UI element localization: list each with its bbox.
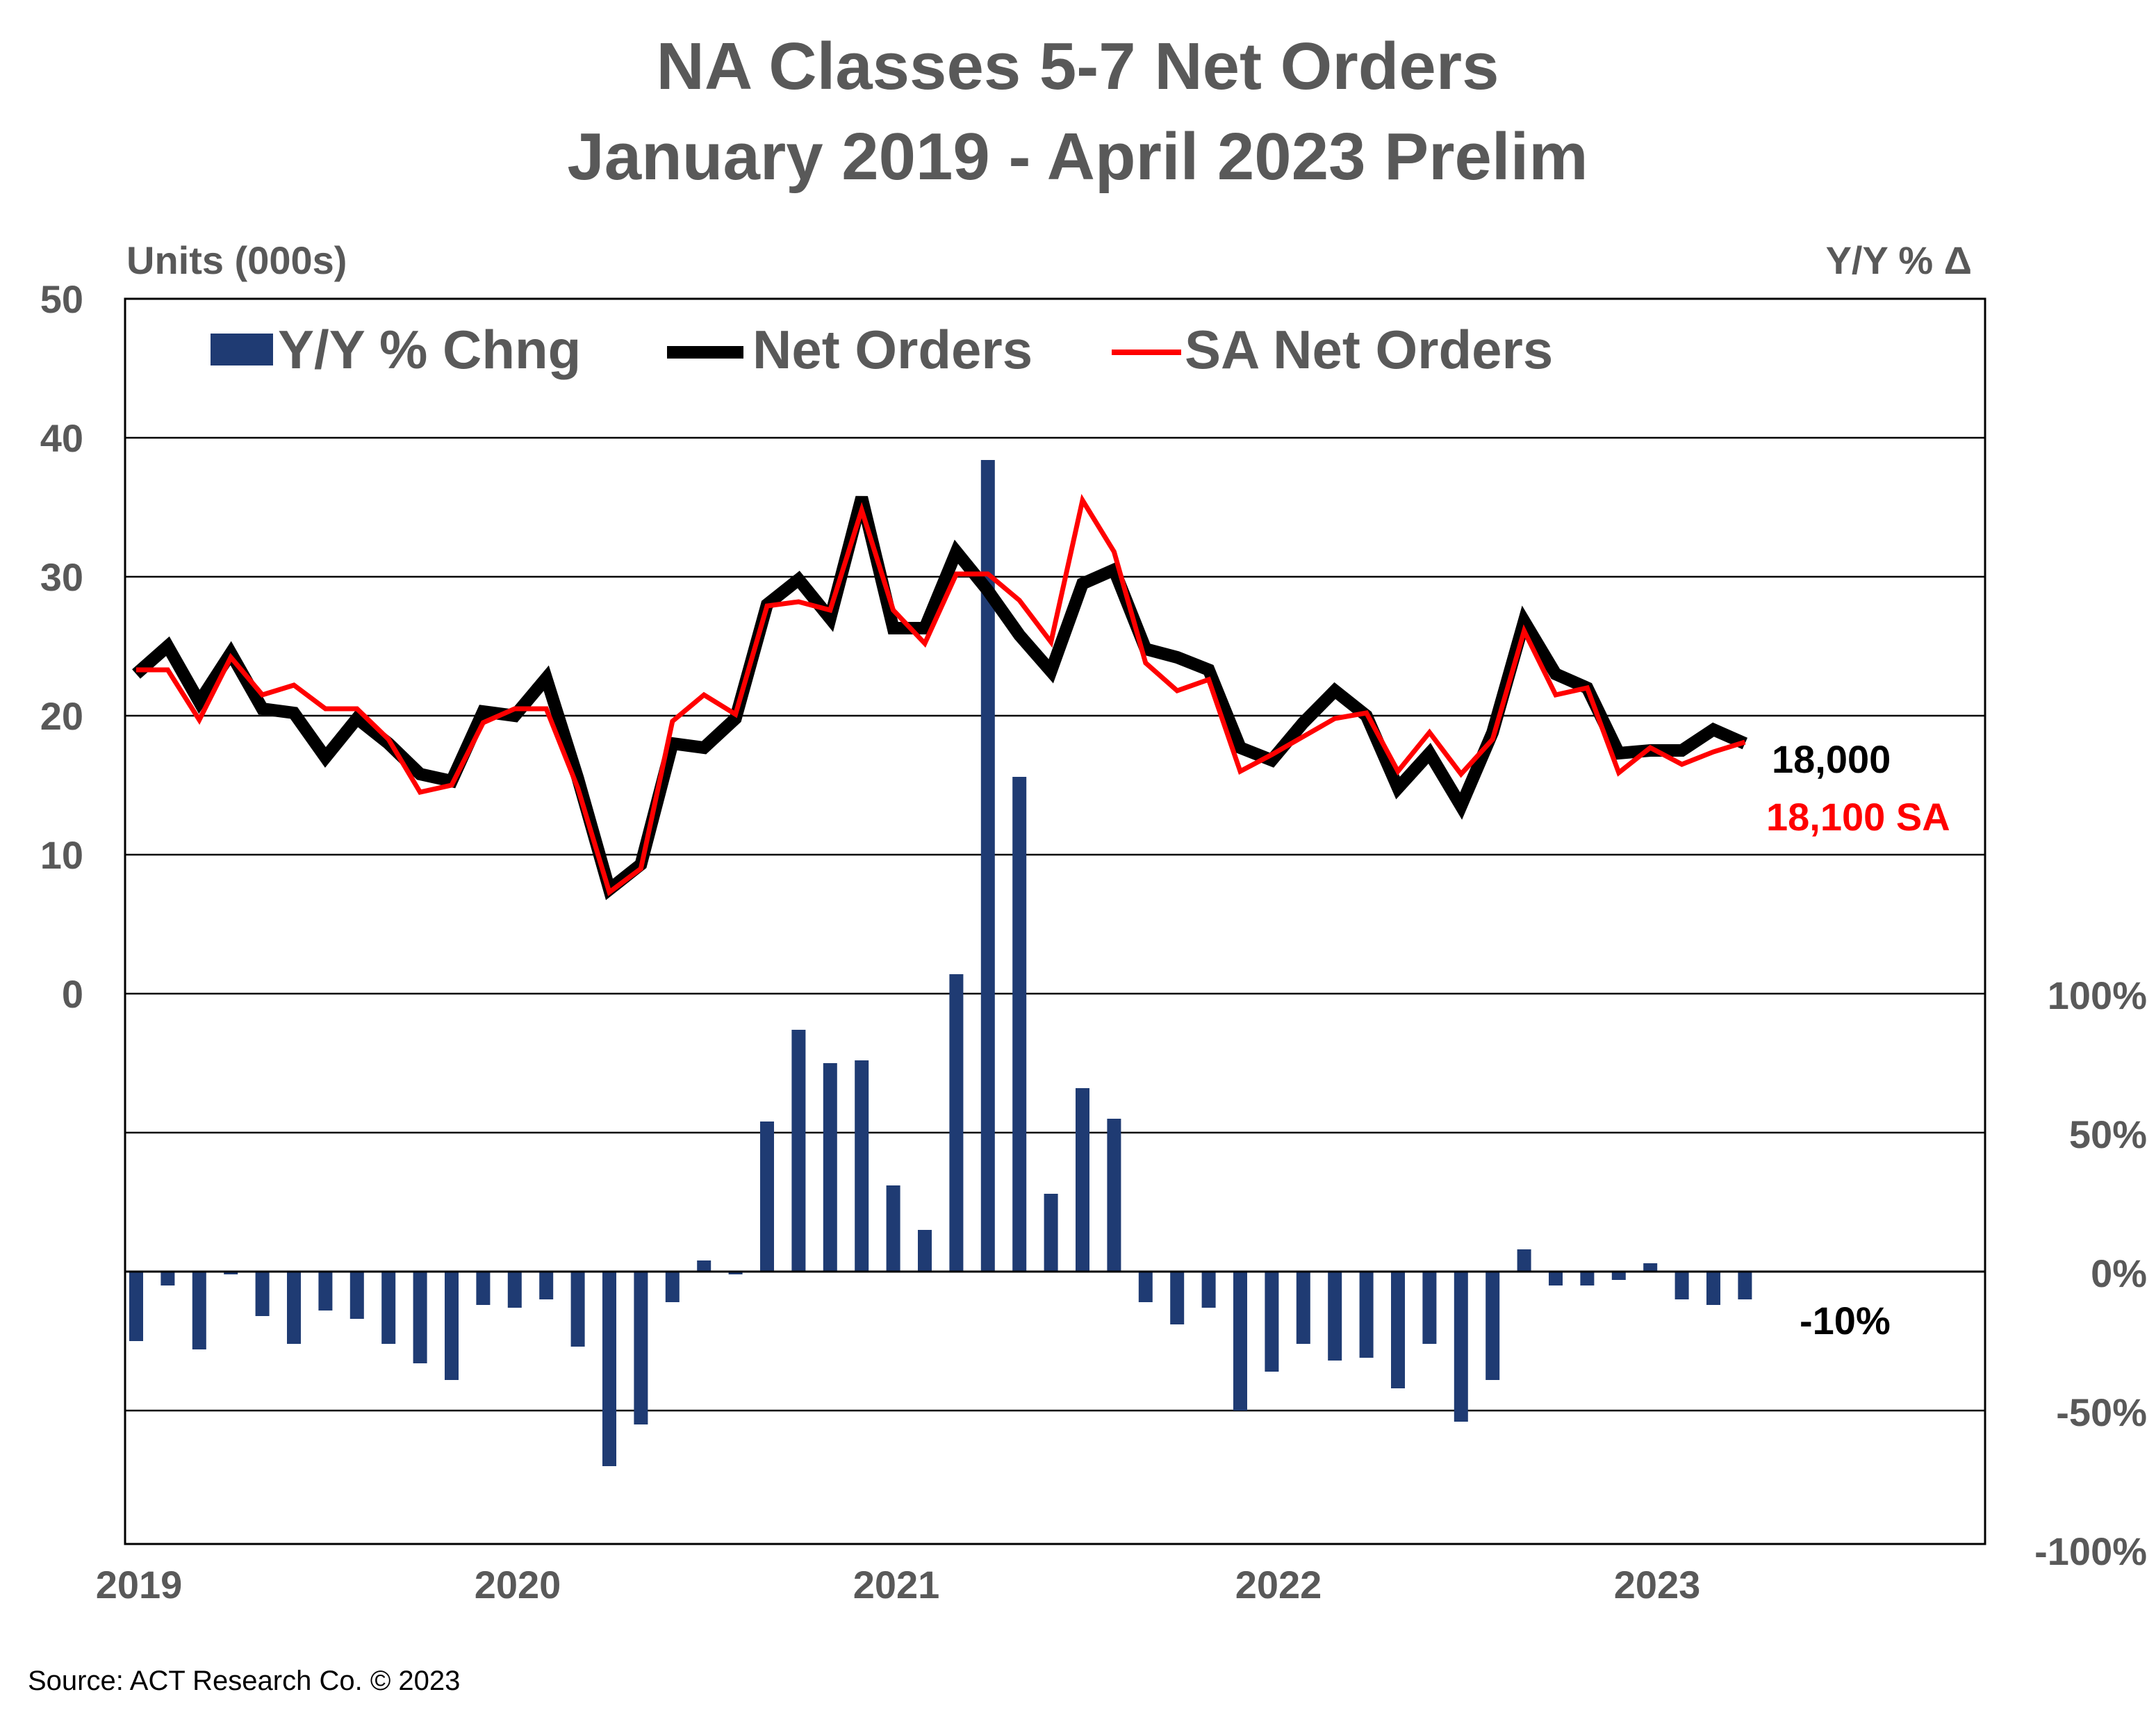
annotation-yoy: -10%: [1800, 1299, 1891, 1342]
yoy-bar: [1328, 1272, 1342, 1361]
yoy-bar: [507, 1272, 522, 1308]
yoy-bar: [760, 1122, 774, 1272]
yoy-bar: [570, 1272, 585, 1347]
net-orders-line: [132, 495, 1748, 901]
yoy-bar: [224, 1272, 238, 1274]
right-axis-label: Y/Y % Δ: [1826, 238, 1972, 282]
yoy-bar: [539, 1272, 554, 1299]
yoy-bar: [1107, 1119, 1121, 1272]
right-tick-label: -50%: [2056, 1390, 2147, 1434]
yoy-bar: [1738, 1272, 1752, 1299]
yoy-bar: [161, 1272, 175, 1285]
yoy-bar: [1611, 1272, 1626, 1280]
yoy-bar: [697, 1260, 711, 1272]
right-tick-label: 0%: [2091, 1251, 2147, 1295]
yoy-bar: [1391, 1272, 1405, 1388]
yoy-bar: [791, 1030, 806, 1272]
yoy-bar: [1012, 777, 1027, 1272]
yoy-bar: [476, 1272, 491, 1305]
annotation-net-orders: 18,000: [1772, 737, 1891, 781]
legend-swatch-yoy: [211, 334, 273, 365]
yoy-bar: [1454, 1272, 1468, 1422]
yoy-bar: [1706, 1272, 1720, 1305]
yoy-bar: [634, 1272, 648, 1424]
yoy-bar: [445, 1272, 459, 1380]
yoy-bar: [602, 1272, 616, 1466]
left-tick-label: 40: [40, 416, 83, 460]
yoy-bar: [1486, 1272, 1500, 1380]
left-tick-label: 20: [40, 694, 83, 738]
yoy-bar: [918, 1230, 932, 1272]
yoy-bar: [1674, 1272, 1689, 1299]
legend-label-net-orders: Net Orders: [752, 319, 1032, 380]
legend: Y/Y % Chng Net Orders SA Net Orders: [211, 319, 1553, 380]
x-tick-label: 2020: [475, 1563, 561, 1607]
yoy-bar: [287, 1272, 301, 1344]
yoy-bar: [1296, 1272, 1310, 1344]
yoy-bar: [1138, 1272, 1153, 1302]
yoy-bar: [1233, 1272, 1247, 1411]
right-tick-label: 50%: [2069, 1112, 2147, 1156]
yoy-bar: [1265, 1272, 1279, 1372]
annotation-sa-net-orders: 18,100 SA: [1766, 795, 1950, 839]
yoy-bar: [1549, 1272, 1563, 1285]
legend-label-yoy: Y/Y % Chng: [278, 319, 581, 380]
left-ticks: 50 40 30 20 10 0: [40, 277, 83, 1016]
yoy-bar: [728, 1272, 743, 1274]
x-tick-label: 2021: [853, 1563, 940, 1607]
yoy-bar: [349, 1272, 364, 1319]
source-note: Source: ACT Research Co. © 2023: [28, 1666, 460, 1696]
yoy-bar: [1359, 1272, 1374, 1358]
left-tick-label: 10: [40, 833, 83, 877]
yoy-bar: [413, 1272, 427, 1363]
yoy-bar: [823, 1063, 837, 1272]
left-tick-label: 0: [62, 972, 83, 1016]
x-tick-label: 2022: [1235, 1563, 1322, 1607]
yoy-bar: [980, 460, 995, 1272]
gridlines: [125, 436, 1985, 1412]
chart-title-line-1: NA Classes 5-7 Net Orders: [657, 29, 1499, 104]
yoy-bar: [855, 1060, 869, 1272]
sa-net-orders-line: [136, 493, 1746, 896]
yoy-bar: [665, 1272, 680, 1302]
plot-frame: [124, 297, 1986, 1545]
yoy-bar: [381, 1272, 396, 1344]
yoy-bar: [318, 1272, 333, 1311]
left-axis-label: Units (000s): [126, 238, 347, 282]
x-tick-label: 2023: [1614, 1563, 1701, 1607]
yoy-bar: [1643, 1263, 1658, 1272]
right-tick-label: 100%: [2048, 973, 2147, 1017]
yoy-bar: [1517, 1249, 1531, 1272]
yoy-bar: [129, 1272, 143, 1341]
chart-title-line-2: January 2019 - April 2023 Prelim: [567, 120, 1588, 194]
left-tick-label: 50: [40, 277, 83, 321]
yoy-bar: [886, 1185, 900, 1272]
x-ticks: 2019 2020 2021 2022 2023: [96, 1563, 1701, 1607]
yoy-bar: [192, 1272, 206, 1349]
left-tick-label: 30: [40, 555, 83, 599]
yoy-bar: [949, 974, 964, 1272]
right-ticks: 100% 50% 0% -50% -100%: [2034, 973, 2147, 1573]
yoy-bar: [1201, 1272, 1216, 1308]
yoy-bar: [1170, 1272, 1185, 1324]
yoy-bar: [1580, 1272, 1595, 1285]
yoy-bar: [1422, 1272, 1437, 1344]
legend-label-sa-net-orders: SA Net Orders: [1185, 319, 1553, 380]
yoy-bar: [1076, 1088, 1089, 1272]
x-tick-label: 2019: [96, 1563, 183, 1607]
yoy-bar: [1044, 1194, 1058, 1272]
yoy-bar: [255, 1272, 270, 1316]
right-tick-label: -100%: [2034, 1529, 2147, 1573]
yoy-bars: [129, 460, 1752, 1466]
